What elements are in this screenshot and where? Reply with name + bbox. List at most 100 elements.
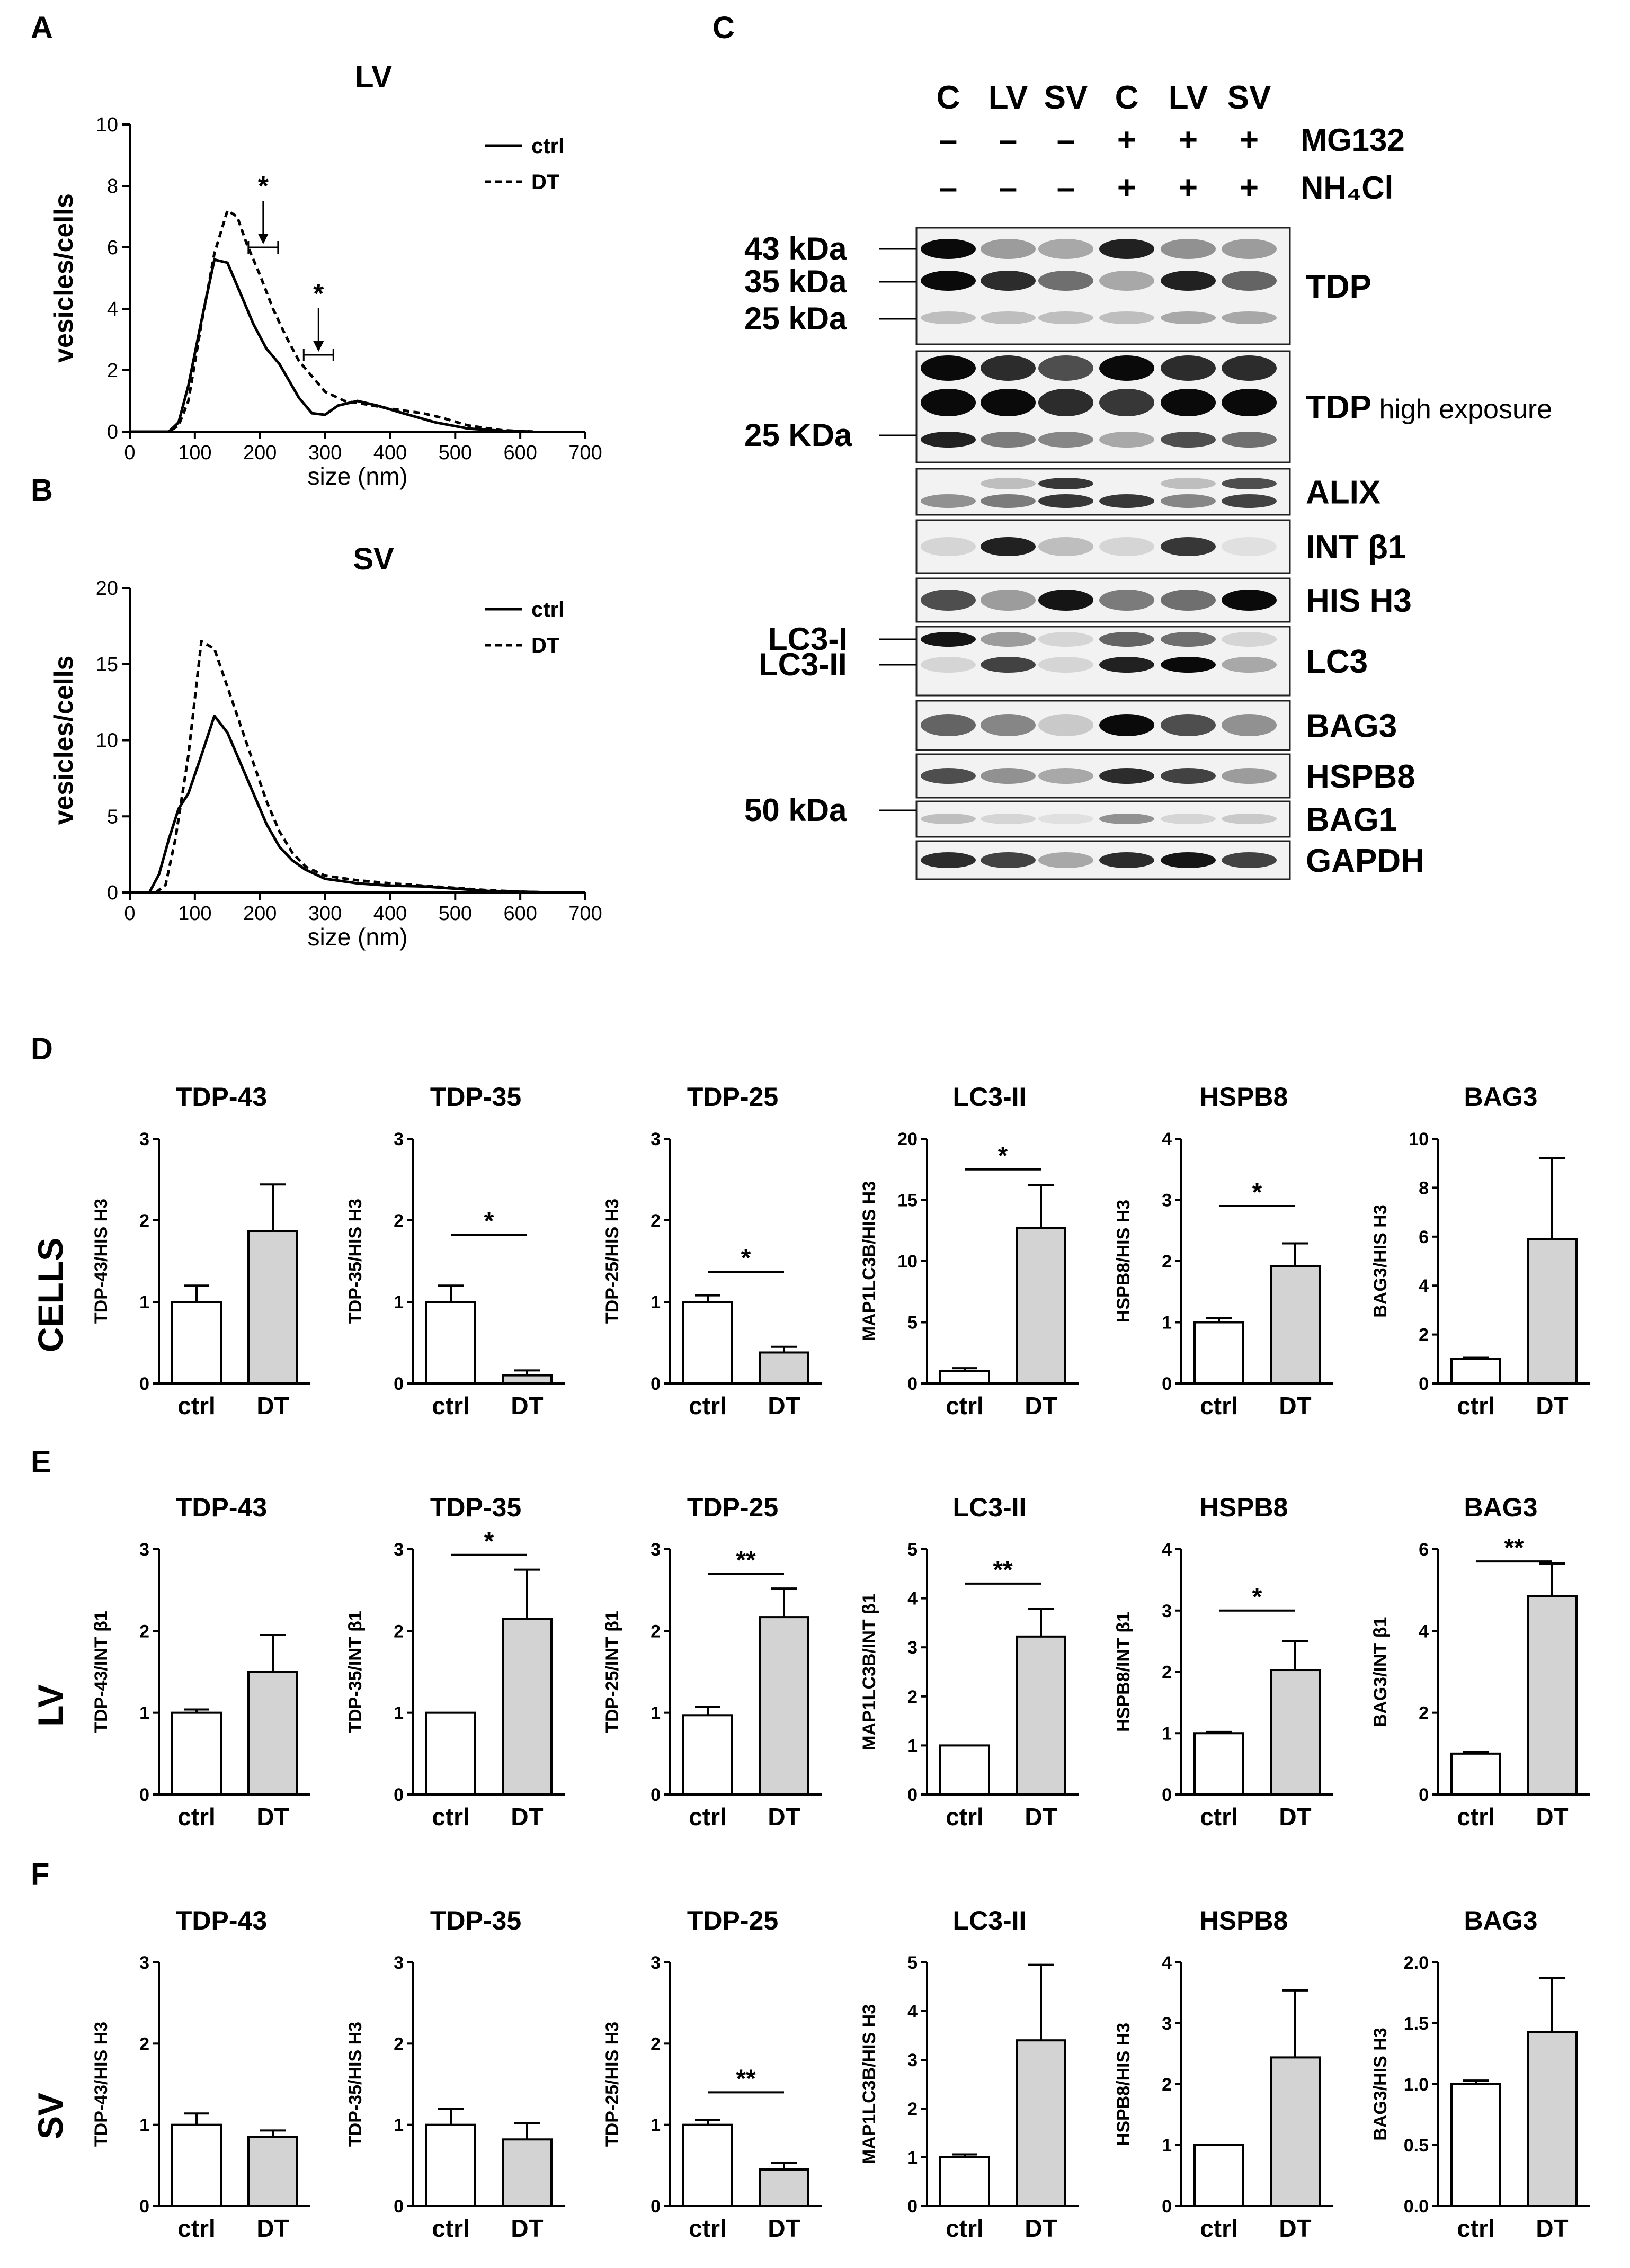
band xyxy=(1038,494,1093,508)
band xyxy=(921,432,976,448)
band xyxy=(921,814,976,824)
y-axis-label: HSPB8/HIS H3 xyxy=(1114,2023,1134,2146)
y-tick-label: 0 xyxy=(1162,1785,1172,1805)
band xyxy=(921,239,976,259)
band xyxy=(981,494,1036,508)
bar-chart-d-4: HSPB8 0 1 2 3 4 HSPB8/HIS H3 ctrl DT * xyxy=(1114,1082,1333,1419)
y-axis-label: TDP-25/HIS H3 xyxy=(602,1199,622,1324)
band xyxy=(981,852,1036,868)
mw-marker-label: LC3-I xyxy=(768,621,848,657)
bar-dt xyxy=(1016,2039,1066,2207)
y-tick-label: 15 xyxy=(96,654,118,676)
bar-ctrl xyxy=(1450,2083,1501,2207)
y-tick-label: 2 xyxy=(651,1211,661,1231)
y-tick-label: 0 xyxy=(1162,1374,1172,1394)
y-axis-label: TDP-35/INT β1 xyxy=(345,1611,366,1733)
treatment-sign: – xyxy=(939,169,957,206)
bar-ctrl xyxy=(1450,1358,1501,1385)
band xyxy=(921,714,976,736)
row-label-sv: SV xyxy=(31,2093,70,2139)
band xyxy=(1161,590,1216,611)
band xyxy=(1099,657,1154,673)
y-tick-label: 20 xyxy=(897,1129,918,1149)
y-tick-label: 3 xyxy=(1162,1601,1172,1621)
band xyxy=(921,494,976,508)
category-label: DT xyxy=(256,1803,289,1831)
x-tick-label: 0 xyxy=(124,442,135,464)
band xyxy=(981,714,1036,736)
category-label: ctrl xyxy=(1457,1392,1495,1419)
y-tick-label: 0 xyxy=(107,882,118,904)
band xyxy=(1038,537,1093,556)
band xyxy=(1161,494,1216,508)
bar-ctrl xyxy=(171,1711,222,1796)
y-tick-label: 1 xyxy=(139,2115,149,2136)
band xyxy=(1038,478,1093,489)
bar-dt xyxy=(247,2136,298,2208)
category-label: DT xyxy=(511,1392,543,1419)
y-tick-label: 0 xyxy=(1419,1785,1429,1805)
x-tick-label: 700 xyxy=(568,903,602,925)
band xyxy=(981,537,1036,556)
category-label: ctrl xyxy=(946,2215,984,2242)
band xyxy=(921,632,976,647)
y-tick-label: 15 xyxy=(897,1191,918,1211)
category-label: DT xyxy=(256,2215,289,2242)
treatment-sign: – xyxy=(999,169,1017,206)
band xyxy=(1099,590,1154,611)
band xyxy=(1038,271,1093,291)
bar-dt xyxy=(1527,2031,1578,2208)
band xyxy=(981,590,1036,611)
mw-marker: 43 kDa xyxy=(744,231,916,266)
bar-chart-title: TDP-25 xyxy=(687,1082,778,1112)
band xyxy=(1099,632,1154,647)
y-tick-label: 5 xyxy=(907,1953,918,1973)
blot-strip: BAG3 xyxy=(915,700,1397,751)
category-label: DT xyxy=(1279,1392,1311,1419)
chart-title: SV xyxy=(353,542,394,576)
panel-letter-c: C xyxy=(712,11,735,45)
x-tick-label: 0 xyxy=(124,903,135,925)
y-tick-label: 0.0 xyxy=(1404,2196,1429,2217)
band xyxy=(1038,432,1093,448)
mw-marker-label: 43 kDa xyxy=(744,231,847,266)
y-tick-label: 1 xyxy=(394,2115,404,2136)
x-tick-label: 400 xyxy=(373,903,407,925)
band xyxy=(1038,768,1093,784)
bar-ctrl xyxy=(682,2123,733,2208)
y-tick-label: 0 xyxy=(907,2196,918,2217)
treatment-sign: – xyxy=(1057,169,1075,206)
band xyxy=(1038,311,1093,324)
y-tick-label: 1 xyxy=(651,1703,661,1724)
y-tick-label: 20 xyxy=(96,577,118,600)
bar-chart-d-1: TDP-35 0 1 2 3 TDP-35/HIS H3 ctrl DT * xyxy=(345,1082,565,1419)
x-tick-label: 300 xyxy=(308,903,342,925)
band xyxy=(1038,814,1093,824)
y-tick-label: 2 xyxy=(1162,1252,1172,1272)
band xyxy=(981,239,1036,259)
mw-marker-label: LC3-II xyxy=(759,647,847,682)
y-tick-label: 0 xyxy=(651,2196,661,2217)
mw-marker-label: 25 KDa xyxy=(744,417,852,453)
x-tick-label: 200 xyxy=(243,442,277,464)
y-tick-label: 3 xyxy=(139,1953,149,1973)
bar-chart-f-0: TDP-43 0 1 2 3 TDP-43/HIS H3 ctrl DT xyxy=(91,1906,310,2242)
bar-chart-title: TDP-25 xyxy=(687,1906,778,1935)
category-label: DT xyxy=(1025,1392,1057,1419)
y-axis-label: vesicles/cells xyxy=(49,193,78,363)
y-axis-label: MAP1LC3B/HIS H3 xyxy=(859,2004,879,2164)
x-tick-label: 600 xyxy=(503,442,537,464)
panel-letter-d: D xyxy=(31,1032,53,1066)
treatment-label: NH₄Cl xyxy=(1301,170,1393,206)
category-label: ctrl xyxy=(177,1803,216,1831)
bar-chart-title: HSPB8 xyxy=(1200,1493,1288,1522)
series-line-dt xyxy=(155,640,553,894)
x-tick-label: 500 xyxy=(439,903,472,925)
band xyxy=(1161,714,1216,736)
strip-frame xyxy=(915,468,1291,516)
category-label: ctrl xyxy=(432,2215,470,2242)
category-label: ctrl xyxy=(432,1803,470,1831)
significance-marker: * xyxy=(258,171,269,202)
